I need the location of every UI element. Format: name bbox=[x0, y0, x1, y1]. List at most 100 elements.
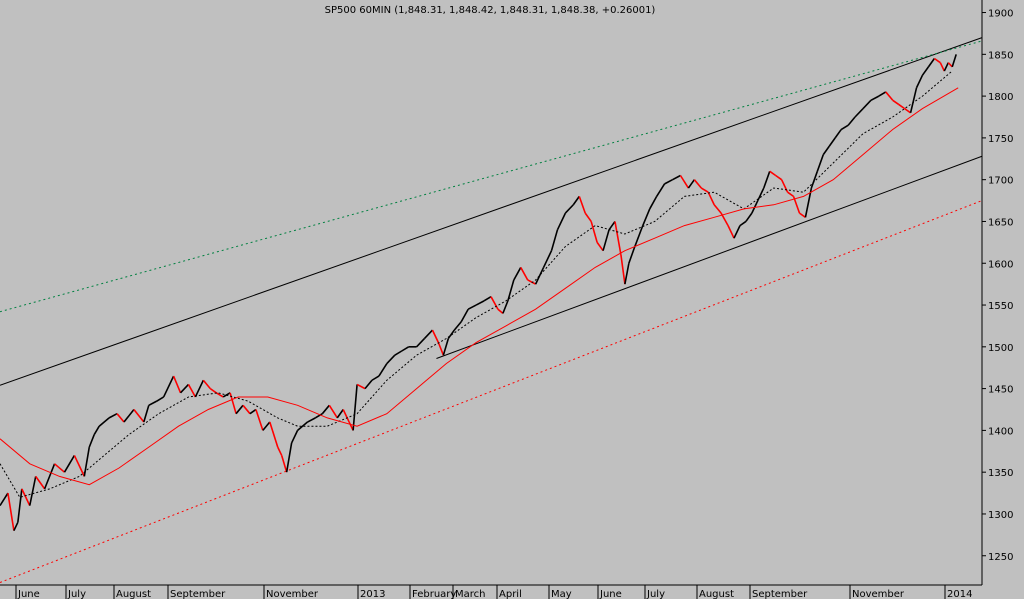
price-segment bbox=[943, 62, 949, 72]
price-segment bbox=[35, 475, 46, 490]
channel-upper-line bbox=[0, 37, 983, 386]
price-segment bbox=[423, 329, 434, 340]
price-segment bbox=[98, 417, 110, 427]
x-tick-label: November bbox=[852, 589, 905, 599]
price-segment bbox=[394, 350, 403, 356]
price-segment bbox=[73, 455, 86, 477]
y-tick-label: 1450 bbox=[988, 385, 1013, 396]
price-segment bbox=[915, 74, 924, 89]
price-segment bbox=[828, 137, 836, 147]
price-segment bbox=[143, 405, 150, 423]
price-segment bbox=[156, 396, 165, 402]
price-segment bbox=[255, 409, 264, 431]
price-segment bbox=[371, 375, 380, 381]
price-segment bbox=[862, 99, 872, 110]
price-segment bbox=[898, 103, 906, 110]
price-segment bbox=[602, 229, 610, 251]
y-tick-label: 1650 bbox=[988, 217, 1013, 228]
price-segment bbox=[620, 254, 626, 285]
price-segment bbox=[624, 263, 630, 285]
price-segment bbox=[431, 329, 440, 343]
y-tick-label: 1400 bbox=[988, 426, 1013, 437]
price-segment bbox=[483, 295, 492, 302]
price-segment bbox=[713, 204, 722, 214]
price-segment bbox=[123, 409, 135, 423]
price-segment bbox=[0, 492, 9, 507]
price-segment bbox=[745, 212, 753, 222]
price-segment bbox=[927, 58, 936, 68]
price-segment bbox=[628, 246, 636, 264]
price-segment bbox=[416, 337, 426, 348]
price-segment bbox=[787, 191, 794, 198]
series-group bbox=[0, 54, 959, 532]
price-segment bbox=[757, 187, 765, 201]
price-segment bbox=[442, 338, 450, 356]
price-segment bbox=[172, 375, 182, 394]
price-segment bbox=[187, 384, 197, 398]
x-tick-label: August bbox=[699, 589, 734, 599]
price-segment bbox=[342, 409, 350, 423]
price-segment bbox=[707, 191, 715, 206]
price-segment bbox=[63, 455, 76, 473]
price-segment bbox=[148, 400, 158, 407]
price-segment bbox=[810, 171, 819, 189]
price-segment bbox=[854, 108, 864, 118]
x-tick-label: September bbox=[170, 589, 226, 599]
price-segment bbox=[634, 225, 644, 247]
y-tick-label: 1550 bbox=[988, 301, 1013, 312]
x-tick-label: 2013 bbox=[360, 589, 385, 599]
price-segment bbox=[655, 183, 666, 197]
price-segment bbox=[775, 174, 783, 181]
price-segment bbox=[364, 379, 373, 390]
price-segment bbox=[799, 212, 806, 218]
price-segment bbox=[614, 221, 622, 256]
price-segment bbox=[608, 221, 616, 231]
price-segment bbox=[21, 488, 31, 506]
price-segment bbox=[202, 379, 211, 390]
price-segment bbox=[596, 241, 604, 252]
price-segment bbox=[17, 488, 23, 523]
price-segment bbox=[467, 304, 477, 310]
price-segment bbox=[280, 455, 288, 473]
price-segment bbox=[584, 212, 592, 222]
price-segment bbox=[751, 200, 759, 214]
price-segment bbox=[215, 392, 224, 398]
price-segment bbox=[520, 267, 529, 281]
y-tick-label: 1850 bbox=[988, 50, 1013, 61]
x-tick-label: March bbox=[455, 589, 485, 599]
x-tick-label: June bbox=[599, 589, 622, 599]
y-tick-label: 1500 bbox=[988, 343, 1013, 354]
price-segment bbox=[352, 384, 358, 431]
y-tick-label: 1900 bbox=[988, 9, 1013, 20]
price-segment bbox=[885, 91, 894, 101]
price-segment bbox=[822, 145, 830, 156]
price-segment bbox=[93, 425, 100, 435]
trend-lines bbox=[0, 37, 983, 583]
channel-lower-line bbox=[436, 155, 983, 359]
price-segment bbox=[572, 195, 580, 206]
price-segment bbox=[527, 279, 537, 285]
price-segment bbox=[460, 308, 469, 323]
price-segment bbox=[507, 279, 515, 302]
price-segment bbox=[209, 387, 217, 394]
ma-fast-line bbox=[0, 70, 953, 498]
price-segment bbox=[285, 442, 293, 473]
price-segment bbox=[297, 421, 309, 432]
price-segment bbox=[700, 187, 709, 193]
price-segment bbox=[235, 404, 244, 415]
price-segment bbox=[679, 175, 690, 189]
price-segment bbox=[453, 321, 462, 331]
price-segment bbox=[542, 250, 553, 268]
y-tick-label: 1600 bbox=[988, 259, 1013, 270]
price-segment bbox=[28, 476, 37, 506]
y-tick-label: 1350 bbox=[988, 468, 1013, 479]
price-segment bbox=[336, 409, 344, 419]
price-segment bbox=[578, 196, 586, 214]
price-segment bbox=[269, 421, 279, 448]
price-segment bbox=[290, 430, 299, 444]
price-segment bbox=[242, 404, 251, 415]
price-segment bbox=[13, 521, 19, 532]
